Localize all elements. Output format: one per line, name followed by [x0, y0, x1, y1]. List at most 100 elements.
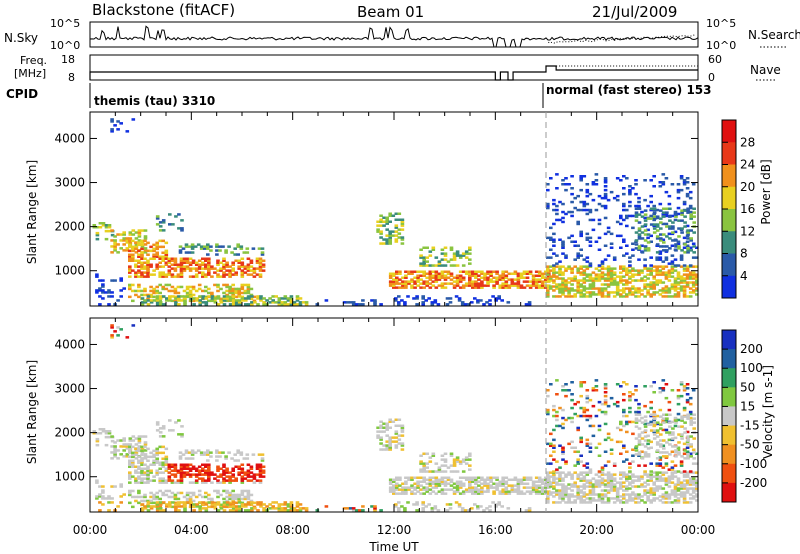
- velocity-cell: [404, 486, 408, 489]
- velocity-cell: [552, 428, 556, 432]
- power-cell: [673, 295, 678, 298]
- power-cell: [619, 275, 623, 278]
- power-cell: [628, 192, 632, 196]
- power-cell: [400, 236, 405, 239]
- power-cell: [685, 192, 690, 196]
- velocity-cell: [104, 430, 109, 433]
- velocity-cell: [161, 479, 165, 482]
- velocity-cell: [458, 476, 463, 479]
- power-cell: [679, 258, 684, 261]
- velocity-cell: [552, 481, 556, 484]
- velocity-cell: [140, 499, 144, 503]
- power-cell: [382, 224, 386, 227]
- velocity-cell: [436, 509, 441, 512]
- power-cell: [561, 283, 565, 286]
- power-cell: [585, 236, 590, 240]
- velocity-cell: [676, 389, 681, 392]
- velocity-cell: [606, 432, 611, 436]
- velocity-cell: [134, 443, 139, 446]
- velocity-cell: [137, 489, 141, 493]
- velocity-cell: [649, 406, 653, 410]
- power-cell: [516, 284, 521, 287]
- colorbar-swatch: [722, 349, 736, 369]
- power-cell: [140, 289, 144, 293]
- velocity-cell: [379, 438, 383, 441]
- power-cell: [228, 287, 232, 291]
- power-cell: [637, 233, 642, 236]
- velocity-cell: [661, 428, 666, 432]
- power-cell: [576, 281, 580, 284]
- velocity-cell: [549, 383, 553, 386]
- power-cell: [655, 216, 659, 220]
- power-cell: [564, 254, 568, 257]
- velocity-cell: [388, 444, 392, 447]
- velocity-cell: [207, 463, 211, 466]
- power-cell: [199, 247, 204, 250]
- power-cell: [419, 256, 423, 259]
- velocity-cell: [222, 473, 226, 476]
- velocity-cell: [655, 457, 660, 460]
- power-cell: [231, 287, 235, 291]
- velocity-cell: [643, 430, 647, 434]
- velocity-cell: [249, 465, 254, 468]
- power-cell: [682, 293, 687, 296]
- velocity-cell: [246, 463, 251, 466]
- nsearch-label: N.Search: [748, 28, 800, 42]
- velocity-cell: [101, 485, 105, 488]
- power-cell: [603, 283, 608, 286]
- velocity-cell: [501, 490, 505, 493]
- velocity-cell: [443, 476, 448, 479]
- power-cell: [231, 289, 235, 293]
- velocity-cell: [382, 430, 386, 433]
- velocity-cell: [240, 493, 245, 497]
- power-cell: [683, 243, 687, 246]
- velocity-cell: [525, 490, 530, 493]
- velocity-cell: [237, 501, 242, 504]
- velocity-cell: [513, 476, 518, 479]
- power-cell: [398, 270, 402, 273]
- velocity-cell: [597, 493, 602, 496]
- power-cell: [440, 252, 445, 255]
- velocity-cell: [637, 453, 642, 456]
- power-cell: [246, 289, 251, 293]
- power-cell: [567, 287, 571, 290]
- velocity-cell: [433, 505, 438, 508]
- power-cell: [652, 224, 656, 228]
- velocity-cell: [594, 483, 599, 486]
- velocity-cell: [455, 456, 460, 459]
- velocity-cell: [400, 505, 404, 508]
- velocity-cell: [534, 490, 539, 493]
- power-cell: [195, 299, 199, 302]
- power-cell: [664, 271, 669, 274]
- power-cell: [183, 297, 187, 300]
- velocity-cell: [210, 471, 214, 474]
- velocity-cell: [395, 492, 399, 495]
- power-cell: [247, 297, 251, 300]
- velocity-cell: [222, 477, 226, 480]
- power-cell: [137, 235, 142, 238]
- power-cell: [351, 303, 356, 306]
- velocity-cell: [385, 424, 389, 427]
- velocity-cell: [689, 435, 693, 438]
- velocity-cell: [128, 445, 132, 449]
- velocity-cell: [591, 434, 596, 438]
- velocity-cell: [665, 455, 669, 458]
- power-cell: [582, 293, 587, 296]
- power-cell: [477, 274, 481, 277]
- velocity-cell: [431, 452, 436, 455]
- colorbar-tick-label: -100: [740, 457, 767, 471]
- power-cell: [110, 245, 114, 248]
- velocity-cell: [110, 439, 115, 443]
- velocity-cell: [480, 492, 484, 495]
- velocity-cell: [637, 413, 642, 416]
- power-cell: [585, 265, 590, 268]
- velocity-cell: [603, 398, 608, 402]
- power-cell: [222, 267, 226, 270]
- velocity-cell: [670, 466, 675, 469]
- velocity-cell: [612, 477, 617, 480]
- power-cell: [170, 273, 175, 276]
- power-cell: [413, 282, 417, 285]
- power-cell: [695, 273, 699, 276]
- power-cell: [495, 278, 499, 281]
- power-cell: [161, 259, 165, 262]
